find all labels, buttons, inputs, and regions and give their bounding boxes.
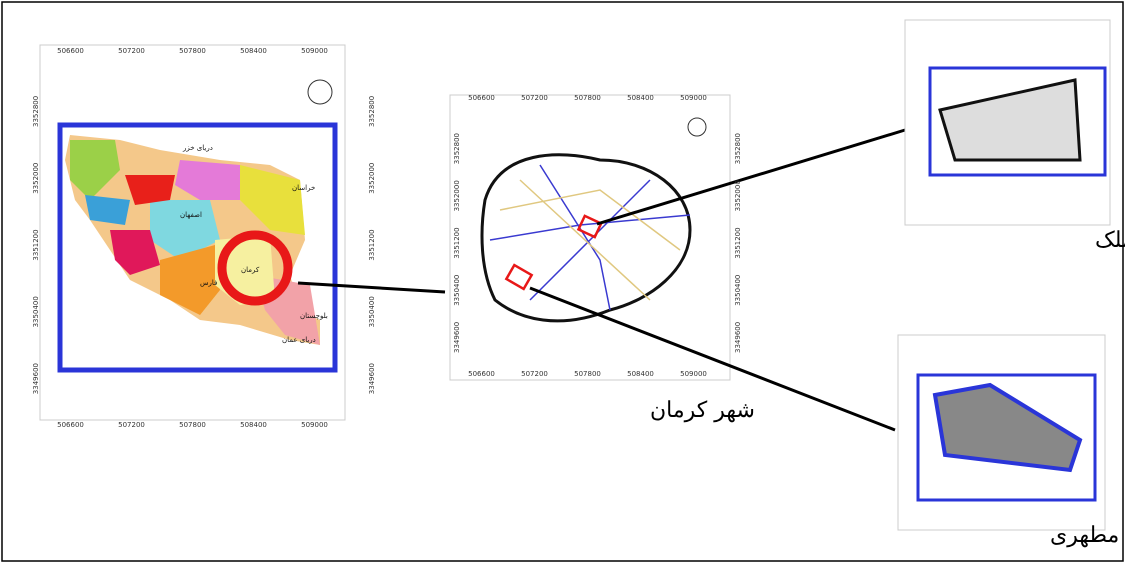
connector-line bbox=[297, 281, 446, 294]
y-coordinate-label: 3350400 bbox=[368, 296, 376, 327]
y-coordinate-label: 3349600 bbox=[453, 322, 461, 353]
city-title: شهر کرمان bbox=[650, 398, 755, 423]
x-coordinate-label: 507200 bbox=[521, 94, 548, 102]
x-coordinate-label: 506600 bbox=[57, 421, 84, 429]
y-coordinate-label: 3350400 bbox=[32, 296, 40, 327]
y-coordinate-label: 3351200 bbox=[32, 229, 40, 260]
neighborhood-label: محله مطهری bbox=[1050, 523, 1125, 548]
iran-map-frame bbox=[57, 122, 338, 373]
x-coordinate-label: 507200 bbox=[118, 421, 145, 429]
y-coordinate-label: 3351200 bbox=[368, 229, 376, 260]
connector-line bbox=[529, 286, 896, 432]
neighborhood-frame bbox=[916, 373, 1097, 502]
y-coordinate-label: 3352000 bbox=[453, 180, 461, 211]
y-coordinate-label: 3352000 bbox=[368, 163, 376, 194]
y-coordinate-label: 3352800 bbox=[32, 96, 40, 127]
y-coordinate-label: 3349600 bbox=[368, 363, 376, 394]
x-coordinate-label: 508400 bbox=[627, 370, 654, 378]
place-label: دریای عمان bbox=[282, 336, 316, 344]
x-coordinate-label: 509000 bbox=[301, 421, 328, 429]
x-coordinate-label: 507800 bbox=[574, 370, 601, 378]
x-coordinate-label: 506600 bbox=[468, 370, 495, 378]
north-arrow bbox=[687, 117, 707, 137]
y-coordinate-label: 3351200 bbox=[453, 227, 461, 258]
y-coordinate-label: 3352800 bbox=[734, 133, 742, 164]
place-label: بلوچستان bbox=[300, 312, 328, 320]
y-coordinate-label: 3352000 bbox=[734, 180, 742, 211]
x-coordinate-label: 507800 bbox=[179, 421, 206, 429]
neighborhood-blocks bbox=[938, 78, 1082, 162]
connector-line bbox=[596, 128, 906, 226]
x-coordinate-label: 506600 bbox=[57, 47, 84, 55]
y-coordinate-label: 3352800 bbox=[368, 96, 376, 127]
x-coordinate-label: 509000 bbox=[680, 370, 707, 378]
kerman-highlight bbox=[217, 230, 293, 306]
city-map-panel bbox=[449, 94, 731, 381]
place-label: کرمان bbox=[241, 266, 260, 274]
neighborhood-blocks bbox=[932, 382, 1083, 473]
north-arrow bbox=[307, 79, 333, 105]
x-coordinate-label: 509000 bbox=[680, 94, 707, 102]
neighborhood-frame bbox=[928, 66, 1107, 177]
x-coordinate-label: 507800 bbox=[179, 47, 206, 55]
y-coordinate-label: 3352800 bbox=[453, 133, 461, 164]
x-coordinate-label: 509000 bbox=[301, 47, 328, 55]
x-coordinate-label: 508400 bbox=[627, 94, 654, 102]
x-coordinate-label: 508400 bbox=[240, 47, 267, 55]
x-coordinate-label: 507800 bbox=[574, 94, 601, 102]
y-coordinate-label: 3351200 bbox=[734, 227, 742, 258]
motahari-box bbox=[504, 263, 534, 291]
y-coordinate-label: 3352000 bbox=[32, 163, 40, 194]
x-coordinate-label: 508400 bbox=[240, 421, 267, 429]
y-coordinate-label: 3350400 bbox=[453, 275, 461, 306]
place-label: اصفهان bbox=[180, 211, 202, 219]
masjed-malek-box bbox=[576, 214, 603, 239]
y-coordinate-label: 3349600 bbox=[734, 322, 742, 353]
place-label: فارس bbox=[200, 279, 217, 287]
city-streets bbox=[480, 153, 692, 323]
x-coordinate-label: 507200 bbox=[521, 370, 548, 378]
x-coordinate-label: 506600 bbox=[468, 94, 495, 102]
y-coordinate-label: 3349600 bbox=[32, 363, 40, 394]
place-label: خراسان bbox=[292, 184, 315, 192]
neighborhood-label: محله مسجد ملک bbox=[1095, 228, 1125, 253]
y-coordinate-label: 3350400 bbox=[734, 275, 742, 306]
x-coordinate-label: 507200 bbox=[118, 47, 145, 55]
place-label: دریای خزر bbox=[182, 144, 213, 152]
